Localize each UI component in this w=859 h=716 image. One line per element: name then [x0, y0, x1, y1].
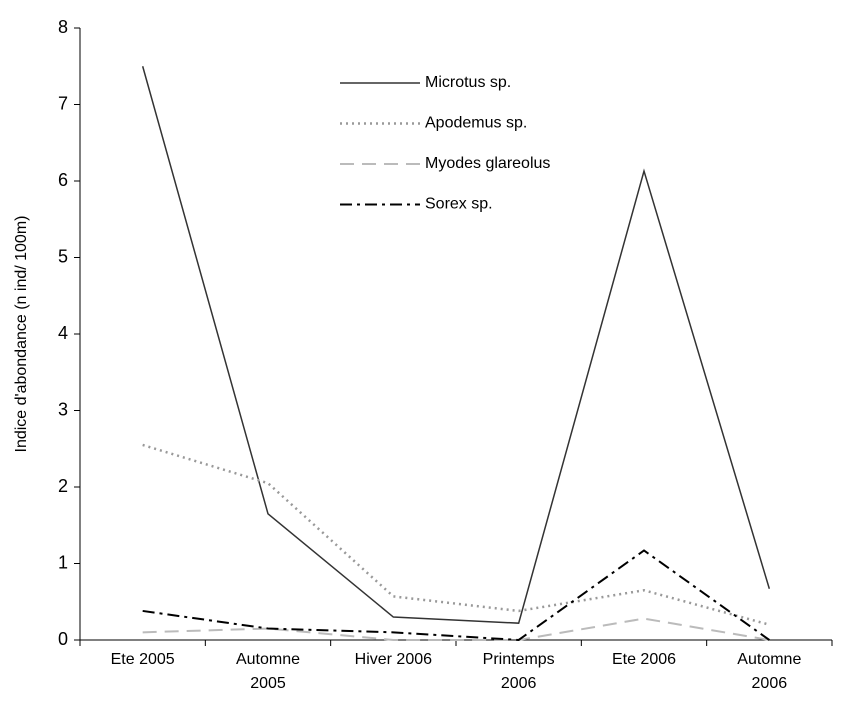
x-tick-label: Hiver 2006	[354, 651, 433, 668]
y-tick-label: 5	[58, 246, 68, 266]
legend-label: Sorex sp.	[425, 196, 493, 213]
series-line	[142, 549, 770, 642]
series-line	[141, 66, 771, 624]
x-tick-label: Ete 2005	[110, 651, 175, 668]
y-axis-label: Indice d'abondance (n ind/ 100m)	[13, 216, 30, 453]
x-tick-label: Automne 2005	[235, 651, 301, 692]
x-tick-label: Printemps 2006	[482, 651, 555, 692]
legend-label: Myodes glareolus	[425, 155, 550, 172]
y-tick-label: 7	[58, 93, 68, 113]
y-tick-label: 4	[58, 323, 68, 343]
legend-label: Microtus sp.	[425, 74, 511, 91]
y-tick-label: 8	[58, 17, 68, 37]
y-tick-label: 6	[58, 170, 68, 190]
x-tick-label: Ete 2006	[611, 651, 677, 668]
y-tick-label: 1	[58, 552, 68, 572]
y-tick-label: 3	[58, 399, 68, 419]
series-line	[142, 443, 770, 626]
series-line	[142, 617, 770, 641]
y-tick-label: 2	[58, 476, 68, 496]
y-tick-label: 0	[58, 629, 68, 649]
x-tick-label: Automne 2006	[737, 651, 802, 692]
legend-label: Apodemus sp.	[425, 115, 527, 132]
